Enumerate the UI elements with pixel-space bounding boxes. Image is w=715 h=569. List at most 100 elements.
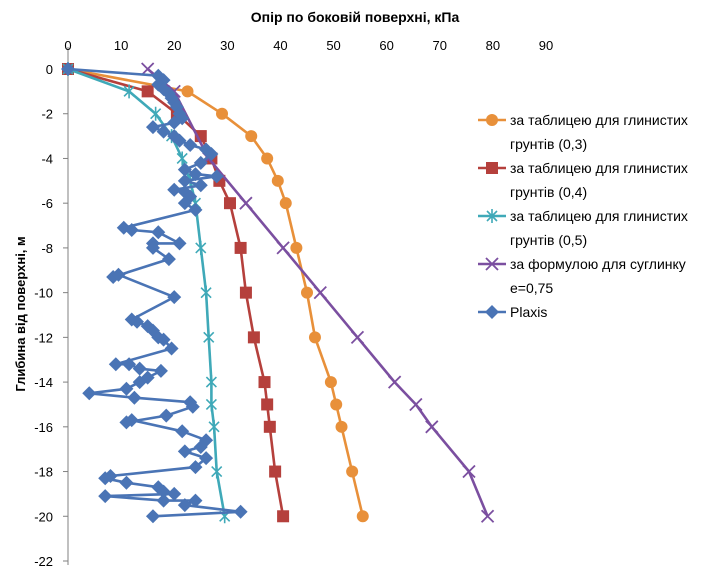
data-point [269, 465, 282, 478]
data-point [195, 240, 207, 255]
data-point [425, 420, 439, 434]
data-point [132, 361, 147, 376]
data-point [153, 363, 168, 378]
data-point [308, 331, 321, 344]
data-point [172, 236, 187, 251]
data-point [183, 138, 198, 153]
data-point [119, 381, 134, 396]
x-tick-labels: 0 10 20 30 40 50 60 70 80 90 [64, 38, 553, 53]
x-tick-label: 10 [114, 38, 128, 53]
legend-label: Plaxis [510, 304, 547, 320]
data-point [185, 399, 200, 414]
data-point [111, 267, 126, 282]
data-point [223, 197, 236, 210]
legend-entry-3: за таблицею для глинистих грунтів (0,5) [478, 208, 688, 248]
data-point [203, 330, 215, 345]
y-tick-label: -22 [34, 554, 53, 569]
data-point [156, 484, 171, 499]
data-point [188, 460, 203, 475]
y-tick-label: -14 [34, 375, 53, 390]
y-tick-label: -18 [34, 465, 53, 480]
data-point [145, 240, 160, 255]
data-point [480, 509, 495, 523]
legend-marker [485, 257, 499, 271]
data-point [161, 252, 176, 267]
data-point [188, 167, 203, 182]
legend-entry-2: за таблицею для глинистих грунтів (0,4) [478, 160, 688, 200]
data-point [387, 375, 402, 389]
data-point [193, 178, 208, 193]
data-point [208, 419, 220, 434]
legend-entry-1: за таблицею для глинистих грунтів (0,3) [478, 112, 688, 152]
y-tick-label: -20 [34, 509, 53, 524]
data-point [205, 397, 217, 412]
data-point [330, 398, 343, 411]
legend-label: за таблицею для глинистих грунтів (0,5) [510, 208, 688, 248]
data-point [177, 444, 192, 459]
data-point [108, 357, 123, 372]
data-point [141, 85, 154, 98]
data-point [205, 375, 217, 390]
data-point [98, 471, 113, 486]
data-point [177, 162, 192, 177]
data-point [123, 84, 135, 99]
data-point [239, 286, 252, 299]
data-point [177, 196, 192, 211]
legend-marker [486, 114, 498, 126]
data-point [177, 498, 192, 513]
series-1 [62, 63, 369, 523]
data-point [151, 225, 166, 240]
data-point [175, 424, 190, 439]
data-point [356, 510, 369, 523]
data-point [209, 169, 224, 184]
legend-label: за таблицею для глинистих грунтів (0,3) [510, 112, 688, 152]
x-tick-label: 90 [539, 38, 553, 53]
data-point [141, 62, 155, 76]
data-point [156, 332, 171, 347]
data-point [193, 155, 208, 170]
x-tick-label: 60 [379, 38, 393, 53]
y-tick-labels: 0 -2 -4 -6 -8 -10 -12 -14 -16 -18 -20 -22 [34, 62, 68, 569]
data-point [301, 286, 313, 299]
data-point [82, 386, 97, 401]
data-point [290, 241, 303, 254]
data-point [127, 390, 142, 405]
data-point [200, 285, 212, 300]
legend-label: за формулою для суглинку е=0,75 [510, 256, 686, 296]
data-point [193, 439, 208, 454]
data-point [61, 62, 75, 76]
y-tick-label: -4 [41, 151, 53, 166]
x-tick-label: 80 [486, 38, 500, 53]
x-tick-label: 70 [433, 38, 447, 53]
data-point [150, 106, 162, 121]
data-point [156, 124, 171, 139]
data-point [172, 133, 187, 148]
data-point [271, 174, 284, 187]
data-point [335, 420, 348, 433]
data-point [346, 465, 359, 478]
data-point [324, 376, 337, 389]
y-tick-label: -8 [41, 241, 53, 256]
data-point [199, 451, 214, 466]
data-point [159, 408, 174, 423]
legend-marker [485, 305, 499, 319]
y-tick-label: -12 [34, 330, 53, 345]
chart-title: Опір по боковій поверхні, кПа [251, 9, 460, 25]
data-point [350, 330, 365, 345]
x-tick-label: 30 [220, 38, 234, 53]
data-point [277, 510, 290, 523]
data-point [233, 504, 248, 519]
data-point [119, 475, 134, 490]
x-tick-label: 50 [326, 38, 340, 53]
data-point [258, 376, 271, 389]
data-point [188, 493, 203, 508]
series-group [61, 62, 495, 524]
data-point [167, 290, 182, 305]
data-point [177, 173, 192, 188]
data-point [181, 85, 194, 98]
data-point [124, 223, 139, 238]
data-point [261, 152, 274, 165]
data-point [164, 341, 179, 356]
data-point [409, 397, 423, 412]
